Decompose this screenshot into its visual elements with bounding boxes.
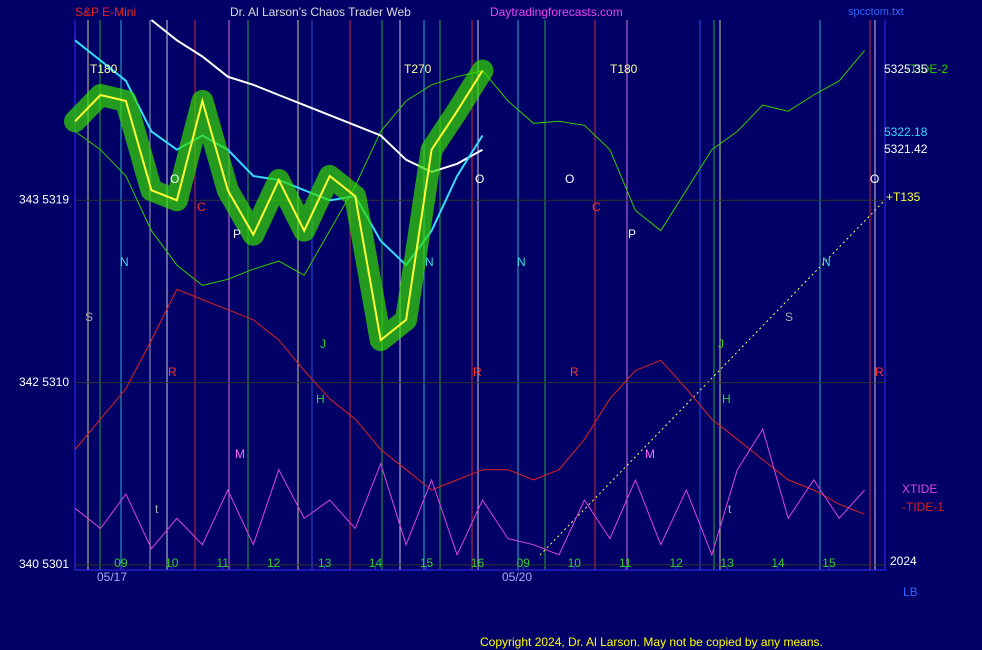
- x-tick-label: 13: [318, 556, 332, 570]
- cycle-annotation: J: [320, 337, 326, 351]
- cycle-annotation: t: [155, 502, 159, 516]
- cycle-annotation: N: [822, 255, 831, 269]
- corner-label: LB: [903, 585, 918, 599]
- x-tick-label: 13: [720, 556, 734, 570]
- x-tick-label: 16: [471, 556, 485, 570]
- cycle-annotation: T270: [404, 62, 432, 76]
- cycle-annotation: N: [120, 255, 129, 269]
- cycle-annotation: M: [235, 447, 245, 461]
- cycle-annotation: C: [197, 200, 206, 214]
- cycle-annotation: t: [728, 502, 732, 516]
- x-tick-label: 09: [114, 556, 128, 570]
- right-label: 5325.35: [884, 62, 928, 76]
- cycle-annotation: P: [233, 227, 241, 241]
- right-label: 5321.42: [884, 142, 928, 156]
- x-tick-label: 15: [822, 556, 836, 570]
- chart-subtitle: Dr. Al Larson's Chaos Trader Web: [230, 5, 411, 19]
- cycle-annotation: M: [645, 447, 655, 461]
- x-tick-label: 14: [771, 556, 785, 570]
- series-line: [74, 70, 484, 342]
- year-label: 2024: [890, 554, 917, 568]
- cycle-annotation: P: [628, 227, 636, 241]
- y-tick-label: 340 5301: [19, 557, 69, 571]
- x-tick-label: 11: [217, 556, 230, 570]
- cycle-annotation: S: [85, 310, 93, 324]
- legend-label: XTIDE: [902, 482, 937, 496]
- date-label: 05/20: [502, 570, 532, 584]
- cycle-annotation: O: [475, 172, 484, 186]
- cycle-annotation: N: [517, 255, 526, 269]
- x-tick-label: 11: [619, 556, 632, 570]
- right-label: 5322.18: [884, 125, 928, 139]
- cycle-annotation: O: [870, 172, 879, 186]
- site: Daytradingforecasts.com: [490, 5, 623, 19]
- legend-label: -TIDE-2: [906, 62, 948, 76]
- file-name: spcctom.txt: [848, 6, 904, 18]
- cycle-annotation: S: [785, 310, 793, 324]
- x-tick-label: 12: [267, 556, 281, 570]
- cycle-annotation: R: [875, 365, 884, 379]
- cycle-annotation: R: [473, 365, 482, 379]
- cycle-annotation: N: [425, 255, 434, 269]
- x-tick-label: 10: [165, 556, 179, 570]
- cycle-annotation: C: [592, 200, 601, 214]
- cycle-annotation: O: [565, 172, 574, 186]
- right-label: +T135: [886, 190, 921, 204]
- cycle-annotation: H: [316, 392, 325, 406]
- y-tick-label: 343 5319: [19, 192, 69, 206]
- series-line: [74, 288, 865, 515]
- copyright: Copyright 2024, Dr. Al Larson. May not b…: [480, 635, 823, 649]
- cycle-annotation: H: [722, 392, 731, 406]
- cycle-annotation: R: [570, 365, 579, 379]
- x-tick-label: 14: [369, 556, 383, 570]
- cycle-annotation: T180: [610, 62, 638, 76]
- x-tick-label: 15: [420, 556, 434, 570]
- x-tick-label: 12: [669, 556, 683, 570]
- chart-title: S&P E-Mini: [75, 5, 136, 19]
- x-tick-label: 10: [568, 556, 582, 570]
- cycle-annotation: O: [170, 172, 179, 186]
- cycle-annotation: J: [718, 337, 724, 351]
- series-line: [74, 427, 865, 557]
- y-tick-label: 342 5310: [19, 375, 69, 389]
- legend-label: -TIDE-1: [902, 500, 944, 514]
- cycle-annotation: R: [168, 365, 177, 379]
- date-label: 05/17: [97, 570, 127, 584]
- cycle-annotation: T180: [90, 62, 118, 76]
- x-tick-label: 09: [517, 556, 531, 570]
